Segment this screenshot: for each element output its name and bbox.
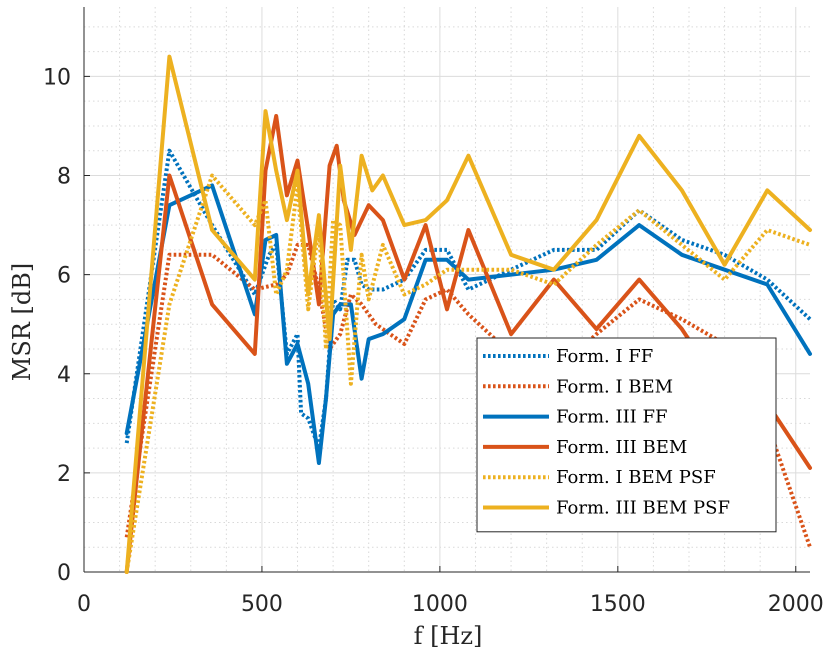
legend-label-5: Form. I BEM PSF — [556, 467, 716, 488]
x-tick-label: 1500 — [590, 592, 646, 617]
y-tick-label: 0 — [57, 561, 71, 586]
y-tick-label: 6 — [57, 264, 71, 289]
series-line-6 — [124, 54, 812, 574]
legend-label-4: Form. III BEM — [556, 437, 687, 458]
axes — [83, 7, 810, 573]
y-tick-label: 4 — [57, 363, 71, 388]
legend-label-2: Form. I BEM — [556, 376, 673, 397]
grid — [84, 7, 810, 572]
x-axis-label: f [Hz] — [414, 622, 483, 650]
series-lines — [124, 54, 812, 574]
tick-labels: 0 500 1000 1500 2000 0 2 4 6 8 10 — [43, 65, 824, 617]
y-tick-label: 2 — [57, 462, 71, 487]
x-tick-label: 0 — [77, 592, 91, 617]
series-line-2 — [124, 242, 812, 548]
x-tick-label: 2000 — [768, 592, 824, 617]
y-tick-label: 10 — [43, 65, 71, 90]
x-tick-label: 500 — [241, 592, 283, 617]
legend-label-1: Form. I FF — [556, 346, 653, 367]
y-axis-label: MSR [dB] — [8, 263, 36, 381]
legend: Form. I FF Form. I BEM Form. III FF Form. I… — [476, 337, 777, 533]
x-tick-label: 1000 — [412, 592, 468, 617]
legend-box — [476, 337, 777, 533]
legend-label-3: Form. III FF — [556, 407, 668, 428]
y-tick-label: 8 — [57, 165, 71, 190]
series-line-3 — [124, 183, 812, 465]
series-line-5 — [124, 173, 811, 573]
legend-label-6: Form. III BEM PSF — [556, 498, 730, 519]
